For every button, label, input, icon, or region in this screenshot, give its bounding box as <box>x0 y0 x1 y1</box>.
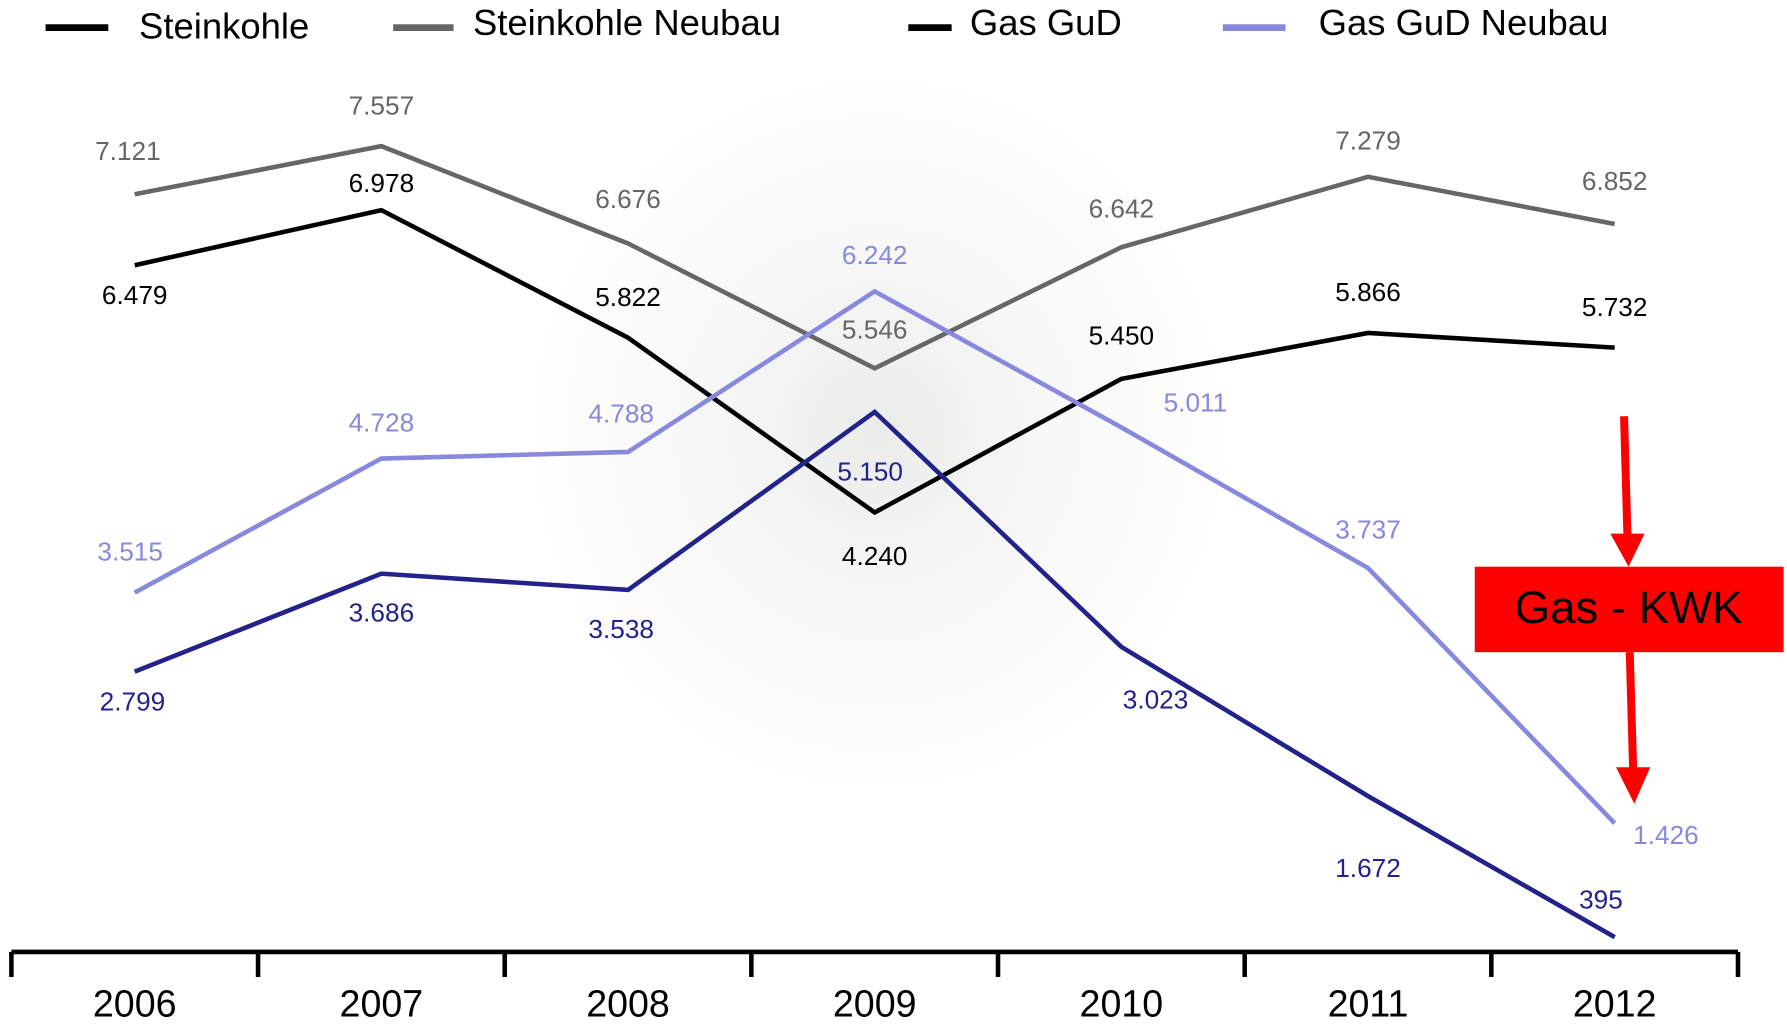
x-tick-label: 2006 <box>93 983 177 1024</box>
value-label: 6.242 <box>842 240 908 270</box>
x-tick-label: 2010 <box>1080 983 1164 1024</box>
x-tick-label: 2011 <box>1328 983 1409 1024</box>
value-label: 3.686 <box>349 598 415 628</box>
value-label: 5.866 <box>1335 277 1401 307</box>
x-axis: 2006 2007 2008 2009 2010 2011 2012 <box>9 949 1741 1024</box>
series-line <box>134 143 1616 371</box>
arrow-head <box>1610 533 1645 567</box>
value-label: 6.676 <box>595 184 661 214</box>
value-label: 1.426 <box>1633 820 1699 850</box>
annotation-box <box>1474 566 1784 653</box>
value-label: 6.978 <box>349 168 415 198</box>
background-glow <box>399 0 1357 924</box>
value-label: 3.737 <box>1335 514 1401 544</box>
arrow-head <box>1616 767 1651 804</box>
value-label: 5.822 <box>595 282 661 312</box>
annotation: Gas - KWK <box>1474 416 1784 804</box>
x-tick-label: 2008 <box>586 983 670 1024</box>
value-label: 2.799 <box>100 686 166 716</box>
legend-label: Steinkohle <box>139 5 309 46</box>
plot: 6.479 6.978 5.822 4.240 5.450 5.866 5.732 7.121… <box>95 90 1699 940</box>
value-label: 5.546 <box>842 315 908 345</box>
value-label: 395 <box>1579 885 1623 915</box>
value-label: 4.788 <box>588 398 654 428</box>
arrow <box>1625 652 1638 770</box>
value-label: 7.557 <box>349 90 415 120</box>
arrow <box>1620 416 1632 537</box>
value-label: 5.450 <box>1089 321 1155 351</box>
value-label: 3.538 <box>588 614 654 644</box>
x-tick-label: 2012 <box>1573 983 1657 1024</box>
value-label: 1.672 <box>1335 853 1401 883</box>
value-label: 6.852 <box>1582 166 1648 196</box>
value-label: 6.642 <box>1089 194 1155 224</box>
series-line <box>134 207 1615 516</box>
legend-label: Gas GuD <box>970 2 1122 43</box>
series-line <box>133 408 1616 940</box>
value-label: 5.011 <box>1164 387 1228 417</box>
value-label: 3.515 <box>97 537 163 567</box>
legend-label: Steinkohle Neubau <box>473 2 781 43</box>
value-label: 6.479 <box>102 280 168 310</box>
value-label: 4.728 <box>349 407 415 437</box>
value-label: 5.732 <box>1582 292 1648 322</box>
value-label: 5.150 <box>837 456 903 486</box>
value-label: 7.279 <box>1335 126 1401 156</box>
series-line <box>133 288 1617 825</box>
x-tick-label: 2007 <box>340 983 424 1024</box>
value-label: 3.023 <box>1123 685 1189 715</box>
annotation-text: Gas - KWK <box>1515 582 1743 633</box>
value-label: 4.240 <box>842 541 908 571</box>
legend: Steinkohle Steinkohle Neubau Gas GuD Gas Gu… <box>45 2 1609 46</box>
value-label: 7.121 <box>95 136 161 166</box>
legend-label: Gas GuD Neubau <box>1319 2 1609 43</box>
x-tick-label: 2009 <box>833 983 917 1024</box>
